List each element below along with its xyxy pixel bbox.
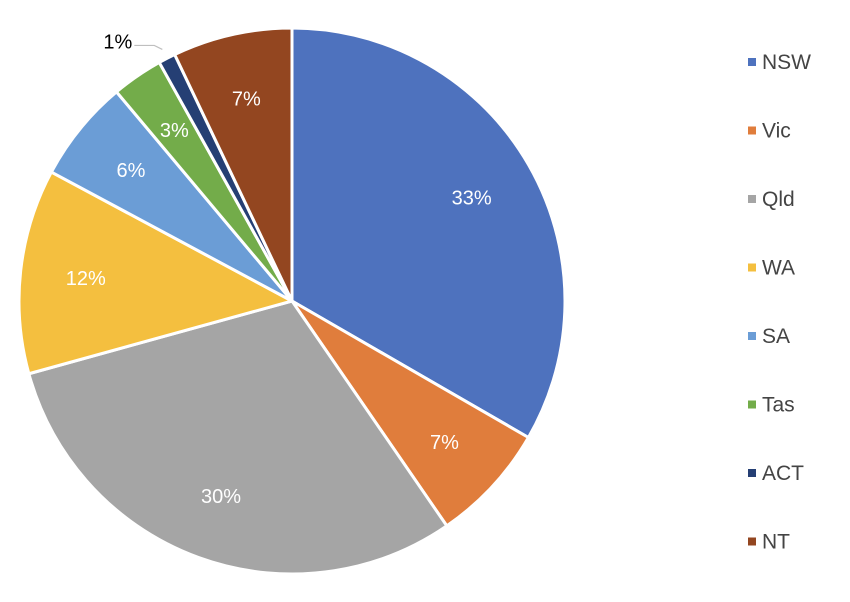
pie-slices xyxy=(17,26,567,576)
legend-swatch-nsw xyxy=(748,58,756,66)
pie-slice-wa xyxy=(17,170,294,376)
legend-swatch-act xyxy=(748,469,756,477)
legend-swatch-wa xyxy=(748,263,756,272)
pie-data-labels: 33% 7% 30% 12% 6% 3% 1% 7% xyxy=(66,31,492,508)
data-label-nt: 7% xyxy=(232,89,261,111)
data-label-vic: 7% xyxy=(430,432,459,454)
legend-swatch-sa xyxy=(748,332,756,340)
legend-label-act: ACT xyxy=(762,462,804,485)
legend-swatch-vic xyxy=(748,126,756,135)
data-label-sa: 6% xyxy=(117,160,146,182)
legend-swatch-qld xyxy=(748,195,756,203)
pie-slice-nt xyxy=(173,26,294,303)
legend-swatch-tas xyxy=(748,400,756,409)
data-label-wa: 12% xyxy=(66,268,106,290)
pie-slice-vic xyxy=(290,299,530,528)
legend-label-nsw: NSW xyxy=(762,51,811,74)
data-label-qld: 30% xyxy=(201,486,241,508)
legend: NSW Vic Qld WA SA Tas ACT NT xyxy=(748,51,811,554)
legend-label-qld: Qld xyxy=(762,188,795,211)
pie-slice-qld xyxy=(27,299,449,576)
legend-label-wa: WA xyxy=(762,257,795,280)
pie-slice-nsw xyxy=(290,26,567,439)
data-label-tas: 3% xyxy=(160,120,189,142)
data-label-nsw: 33% xyxy=(452,187,492,209)
legend-label-nt: NT xyxy=(762,531,790,554)
legend-label-sa: SA xyxy=(762,325,790,348)
data-label-act: 1% xyxy=(103,31,132,53)
legend-swatch-nt xyxy=(748,537,756,546)
leader-line-act xyxy=(134,44,163,50)
legend-label-vic: Vic xyxy=(762,120,791,143)
legend-label-tas: Tas xyxy=(762,394,795,417)
